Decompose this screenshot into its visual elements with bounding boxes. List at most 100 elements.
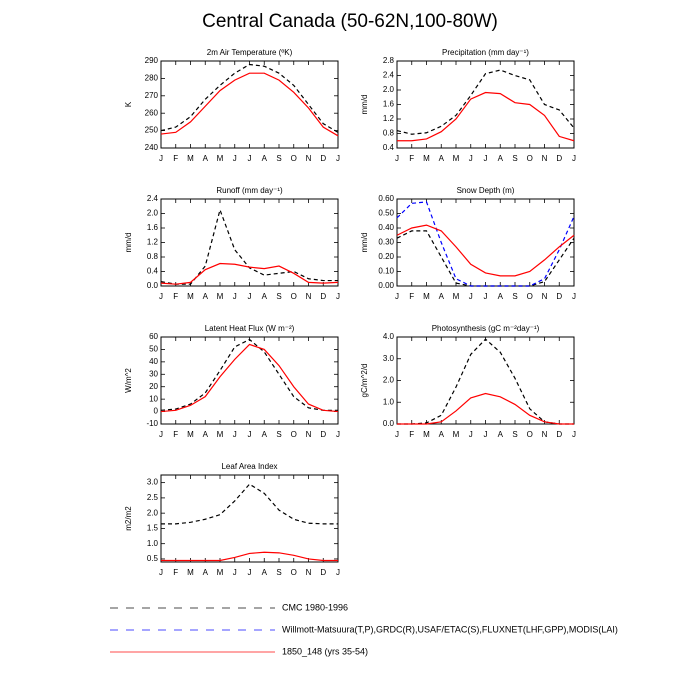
x-tick-label: S: [276, 154, 281, 163]
x-tick-label: M: [187, 154, 194, 163]
y-tick-label: 0.00: [378, 281, 394, 290]
series-line: [160, 72, 339, 137]
y-tick-label: 1.0: [147, 539, 159, 548]
x-tick-label: F: [409, 154, 414, 163]
panel-title: 2m Air Temperature (ºK): [207, 48, 293, 57]
y-tick-label: 0.30: [378, 238, 394, 247]
x-tick-label: A: [439, 430, 445, 439]
x-tick-label: O: [291, 154, 297, 163]
y-tick-label: 260: [145, 108, 159, 117]
panel-title: Snow Depth (m): [457, 186, 515, 195]
x-tick-label: D: [556, 292, 562, 301]
x-tick-label: J: [336, 154, 340, 163]
plot-frame: [160, 336, 339, 425]
y-tick-label: 30: [149, 369, 158, 378]
panel-title: Latent Heat Flux (W m⁻²): [205, 324, 295, 333]
y-tick-label: 0.8: [147, 252, 159, 261]
x-tick-label: M: [453, 292, 460, 301]
plot-frame: [160, 474, 339, 563]
panel-title: Precipitation (mm day⁻¹): [442, 48, 529, 57]
x-tick-label: N: [542, 154, 548, 163]
x-tick-label: J: [248, 292, 252, 301]
y-tick-label: 2.5: [147, 493, 159, 502]
x-tick-label: J: [233, 154, 237, 163]
x-tick-label: J: [469, 292, 473, 301]
x-tick-label: J: [248, 568, 252, 577]
y-tick-label: 60: [149, 332, 158, 341]
x-tick-label: S: [276, 568, 281, 577]
x-tick-label: J: [336, 292, 340, 301]
x-tick-label: N: [306, 568, 312, 577]
x-tick-label: J: [233, 292, 237, 301]
legend-label: 1850_148 (yrs 35-54): [282, 646, 368, 656]
x-tick-label: N: [542, 430, 548, 439]
x-tick-label: S: [276, 292, 281, 301]
x-tick-label: M: [423, 292, 430, 301]
series-line: [160, 338, 338, 411]
y-tick-label: 10: [149, 394, 158, 403]
series-line: [160, 262, 339, 285]
y-tick-label: 0.0: [147, 281, 159, 290]
y-axis-label: m2/m2: [124, 506, 133, 531]
y-tick-label: 3.0: [383, 354, 395, 363]
series-line: [397, 338, 574, 425]
x-tick-label: S: [512, 292, 517, 301]
x-tick-label: N: [542, 292, 548, 301]
series-line: [396, 201, 575, 287]
y-tick-label: 1.2: [147, 238, 159, 247]
x-tick-label: J: [248, 154, 252, 163]
x-tick-label: M: [217, 154, 224, 163]
x-tick-label: M: [453, 154, 460, 163]
y-tick-label: 2.0: [383, 85, 395, 94]
x-tick-label: J: [159, 568, 163, 577]
x-tick-label: N: [306, 292, 312, 301]
y-tick-label: 270: [145, 91, 159, 100]
x-tick-label: J: [336, 430, 340, 439]
x-tick-label: J: [336, 568, 340, 577]
y-tick-label: 1.2: [383, 114, 395, 123]
x-tick-label: J: [572, 154, 576, 163]
series-line: [160, 207, 338, 285]
x-tick-label: O: [291, 430, 297, 439]
x-tick-label: A: [439, 154, 445, 163]
series-line: [397, 392, 574, 425]
x-tick-label: M: [453, 430, 460, 439]
y-tick-label: 0: [154, 407, 159, 416]
series-line: [161, 483, 338, 525]
x-tick-label: M: [423, 430, 430, 439]
y-tick-label: 0.4: [147, 267, 159, 276]
x-tick-label: A: [498, 154, 504, 163]
x-tick-label: O: [527, 154, 533, 163]
legend-label: CMC 1980-1996: [282, 602, 348, 612]
plot-frame: [160, 198, 339, 287]
x-tick-label: A: [203, 430, 209, 439]
y-tick-label: 0.0: [383, 419, 395, 428]
x-tick-label: S: [512, 154, 517, 163]
x-tick-label: J: [484, 154, 488, 163]
x-tick-label: O: [527, 430, 533, 439]
y-tick-label: 0.50: [378, 209, 394, 218]
x-tick-label: A: [498, 292, 504, 301]
x-tick-label: F: [173, 430, 178, 439]
x-tick-label: D: [556, 154, 562, 163]
x-tick-label: A: [262, 430, 268, 439]
y-tick-label: 2.0: [383, 376, 395, 385]
y-tick-label: 2.4: [383, 71, 395, 80]
y-tick-label: 40: [149, 357, 158, 366]
series-line: [160, 63, 339, 133]
y-tick-label: 50: [149, 345, 158, 354]
y-tick-label: -10: [146, 419, 158, 428]
series-line: [161, 551, 338, 562]
y-tick-label: 290: [145, 56, 159, 65]
x-tick-label: M: [423, 154, 430, 163]
x-tick-label: J: [572, 292, 576, 301]
y-tick-label: 2.8: [383, 56, 395, 65]
y-tick-label: 2.0: [147, 209, 159, 218]
x-tick-label: A: [262, 154, 268, 163]
plot-frame: [160, 60, 339, 149]
series-line: [396, 230, 575, 287]
y-tick-label: 1.5: [147, 524, 159, 533]
y-tick-label: 240: [145, 143, 159, 152]
x-tick-label: F: [409, 292, 414, 301]
